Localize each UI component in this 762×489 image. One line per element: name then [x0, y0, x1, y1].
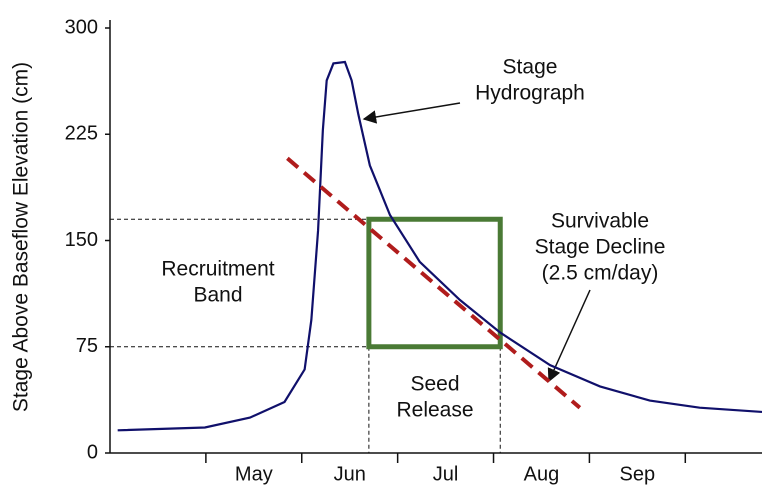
- annotation-arrow: [547, 289, 591, 383]
- decline-line: [286, 156, 582, 410]
- x-tick-label: Jun: [334, 463, 366, 485]
- y-tick-label: 0: [87, 441, 98, 463]
- hydrograph-line: [117, 60, 762, 432]
- annotation: Stage Decline: [535, 236, 666, 259]
- annotation: Band: [193, 284, 242, 307]
- annotation: Stage: [503, 56, 558, 79]
- annotation-arrow: [362, 102, 461, 124]
- window-box: [366, 216, 503, 350]
- annotation: Seed: [410, 373, 459, 396]
- annotation: (2.5 cm/day): [542, 262, 659, 285]
- y-axis-label: Stage Above Baseflow Elevation (cm): [10, 62, 33, 412]
- y-tick-label: 300: [65, 16, 98, 38]
- x-tick-label: May: [235, 463, 273, 485]
- y-tick-label: 75: [76, 335, 98, 357]
- annotation: Survivable: [551, 210, 649, 233]
- annotation: Hydrograph: [475, 82, 585, 105]
- x-tick-label: Jul: [433, 463, 459, 485]
- x-tick-label: Aug: [524, 463, 560, 485]
- y-tick-label: 150: [65, 229, 98, 251]
- x-tick-label: Sep: [620, 463, 656, 485]
- y-tick-label: 225: [65, 123, 98, 145]
- annotation: Recruitment: [161, 258, 274, 281]
- annotation: Release: [396, 399, 473, 422]
